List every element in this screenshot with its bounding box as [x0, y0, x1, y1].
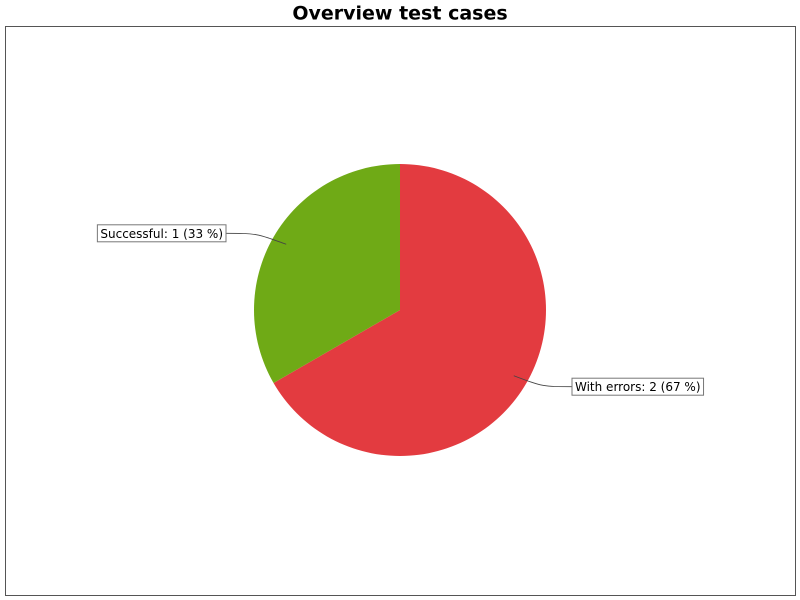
pie-slice — [254, 164, 400, 383]
label-box — [571, 377, 705, 396]
data-label: Successful: 1 (33 %) — [100, 227, 223, 241]
chart-title: Overview test cases — [292, 3, 507, 25]
leader-line — [513, 375, 573, 388]
label-box — [96, 224, 227, 243]
pie-slice — [273, 164, 546, 456]
data-label: With errors: 2 (67 %) — [575, 380, 701, 394]
leader-line — [225, 232, 287, 245]
